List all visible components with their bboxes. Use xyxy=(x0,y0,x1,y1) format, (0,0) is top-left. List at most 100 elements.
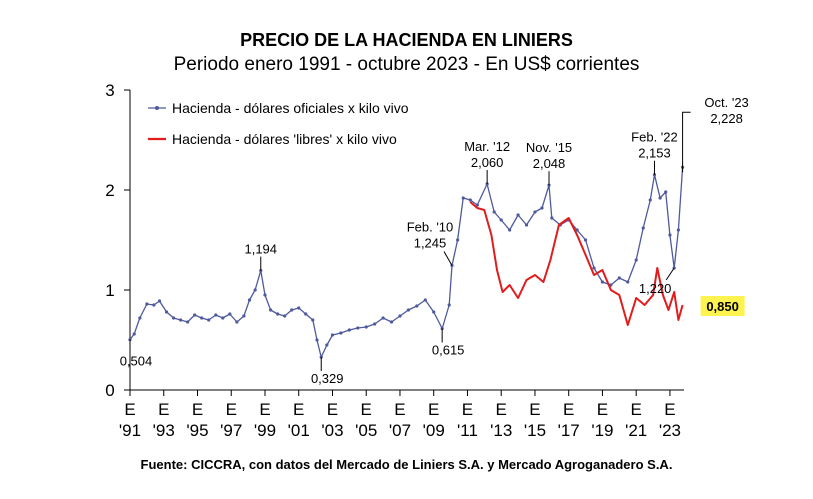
series-line-2 xyxy=(469,201,684,326)
series-1-point xyxy=(132,332,136,336)
annotation-label: 0,850 xyxy=(706,299,739,314)
annotation-label: 1,194 xyxy=(244,242,277,257)
series-1-point xyxy=(347,328,351,332)
x-tick-label: E xyxy=(664,400,675,419)
series-1-point xyxy=(221,316,225,320)
series-1-point xyxy=(247,298,252,302)
series-1-point xyxy=(668,233,672,237)
series-1-point xyxy=(263,293,267,297)
series-1-point xyxy=(641,226,645,230)
series-1-point xyxy=(157,299,162,303)
x-tick-label: '93 xyxy=(153,421,175,440)
y-tick-label: 1 xyxy=(105,281,114,300)
series-1-point xyxy=(311,318,315,322)
series-1-point xyxy=(533,210,537,214)
series-1-point xyxy=(468,198,472,202)
x-tick-label: '97 xyxy=(220,421,242,440)
series-1-point xyxy=(228,312,232,316)
series-1-point xyxy=(432,310,436,314)
x-tick-label: E xyxy=(226,400,237,419)
series-1-point xyxy=(492,210,496,214)
series-1-point xyxy=(456,238,460,242)
series-1-point xyxy=(253,288,257,292)
x-tick-label: '05 xyxy=(355,421,377,440)
series-1-point xyxy=(186,320,190,324)
series-1-point xyxy=(356,326,360,330)
x-tick-label: '19 xyxy=(591,421,613,440)
x-tick-label: E xyxy=(563,400,574,419)
annotation-label: 1,220 xyxy=(639,281,672,296)
x-tick-label: '21 xyxy=(625,421,647,440)
annotation-label: 0,504 xyxy=(120,354,153,369)
series-1-point xyxy=(276,312,280,316)
x-tick-label: E xyxy=(529,400,540,419)
x-tick-label: '09 xyxy=(423,421,445,440)
series-1-point xyxy=(617,276,621,280)
x-tick-label: E xyxy=(259,400,270,419)
x-tick-label: E xyxy=(631,400,642,419)
series-1-point xyxy=(164,310,169,314)
series-1-point xyxy=(304,312,308,316)
series-1-point xyxy=(658,196,662,200)
legend-label-2: Hacienda - dólares 'libres' x kilo vivo xyxy=(172,131,397,147)
series-1-point xyxy=(550,216,554,220)
series-1-point xyxy=(634,258,638,262)
x-tick-label: '13 xyxy=(490,421,512,440)
series-1-point xyxy=(297,306,301,310)
series-1-point xyxy=(600,280,605,284)
annotation-leader xyxy=(443,251,453,266)
series-1-point xyxy=(315,338,319,342)
annotation-label: 0,329 xyxy=(311,371,344,386)
series-1-point xyxy=(475,203,479,207)
series-1-point xyxy=(200,316,204,320)
y-tick-label: 2 xyxy=(105,181,114,200)
legend-marker-1 xyxy=(155,106,159,110)
series-1-point xyxy=(242,314,246,318)
x-tick-label: E xyxy=(192,400,203,419)
series-1-point xyxy=(373,322,377,326)
x-tick-label: E xyxy=(462,400,473,419)
annotation-label: 2,153 xyxy=(638,146,671,161)
x-tick-label: E xyxy=(496,400,507,419)
series-1-point xyxy=(179,318,183,322)
series-1-point xyxy=(664,190,668,194)
x-tick-label: '07 xyxy=(389,421,411,440)
x-tick-label: E xyxy=(428,400,439,419)
series-1-point xyxy=(583,238,588,242)
series-1-point xyxy=(152,303,156,307)
annotation-label: 2,060 xyxy=(471,155,504,170)
x-tick-label: '11 xyxy=(457,421,478,440)
annotation-label: Mar. '12 xyxy=(464,139,510,154)
series-1-point xyxy=(207,318,211,322)
legend-label-1: Hacienda - dólares oficiales x kilo vivo xyxy=(172,100,409,116)
series-1-point xyxy=(364,325,368,329)
series-1-point xyxy=(676,228,680,232)
series-1-point xyxy=(138,316,142,320)
x-tick-label: '23 xyxy=(659,421,681,440)
x-tick-label: E xyxy=(361,400,372,419)
x-tick-label: '91 xyxy=(119,421,141,440)
x-tick-label: '95 xyxy=(186,421,208,440)
series-1-point xyxy=(325,343,329,347)
series-1-point xyxy=(381,316,385,320)
series-1-point xyxy=(214,313,218,317)
series-1-point xyxy=(516,213,520,217)
series-1-point xyxy=(447,303,451,307)
series-1-point xyxy=(415,304,419,308)
chart-subtitle: Periodo enero 1991 - octubre 2023 - En U… xyxy=(173,54,640,75)
x-tick-label: '03 xyxy=(321,421,343,440)
x-tick-label: E xyxy=(293,400,304,419)
series-1-point xyxy=(235,320,239,324)
annotation-label: Oct. '23 xyxy=(704,95,748,110)
series-1-point xyxy=(508,228,512,232)
series-line-1 xyxy=(129,167,684,358)
series-1-point xyxy=(524,223,529,227)
x-tick-label: '01 xyxy=(288,421,310,440)
x-tick-label: E xyxy=(158,400,169,419)
series-1-point xyxy=(626,280,630,284)
series-1-point xyxy=(499,218,503,222)
annotation-label: 1,245 xyxy=(414,236,447,251)
highlight-box xyxy=(700,296,745,316)
series-1-point xyxy=(330,333,335,337)
series-1-point xyxy=(193,313,197,317)
